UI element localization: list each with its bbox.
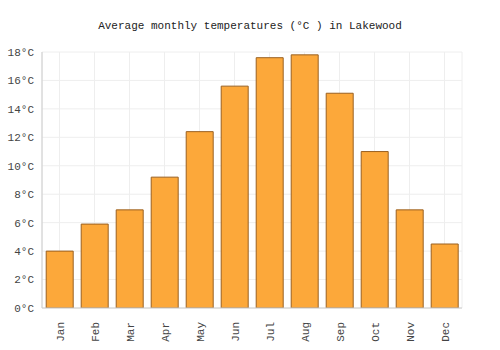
svg-text:Jul: Jul [265,322,277,342]
svg-text:6°C: 6°C [14,218,34,230]
svg-text:Oct: Oct [370,322,382,342]
svg-text:2°C: 2°C [14,274,34,286]
svg-text:Aug: Aug [300,322,312,342]
svg-text:Nov: Nov [405,322,417,342]
svg-text:4°C: 4°C [14,246,34,258]
html-text:Average monthly temperatures (: Average monthly temperatures (°C ) in La… [98,20,402,32]
svg-text:12°C: 12°C [8,132,34,144]
svg-text:8°C: 8°C [14,189,34,201]
svg-text:Apr: Apr [160,322,172,342]
svg-text:18°C: 18°C [8,47,34,59]
svg-text:Sep: Sep [335,322,347,342]
svg-text:14°C: 14°C [8,104,34,116]
svg-text:Jun: Jun [230,322,242,342]
svg-text:Feb: Feb [90,322,102,342]
svg-text:10°C: 10°C [8,161,34,173]
svg-text:Jan: Jan [55,322,67,342]
svg-text:Mar: Mar [125,322,137,342]
svg-text:Dec: Dec [440,322,452,342]
svg-text:16°C: 16°C [8,75,34,87]
svg-text:0°C: 0°C [14,303,34,315]
svg-text:May: May [195,322,207,342]
